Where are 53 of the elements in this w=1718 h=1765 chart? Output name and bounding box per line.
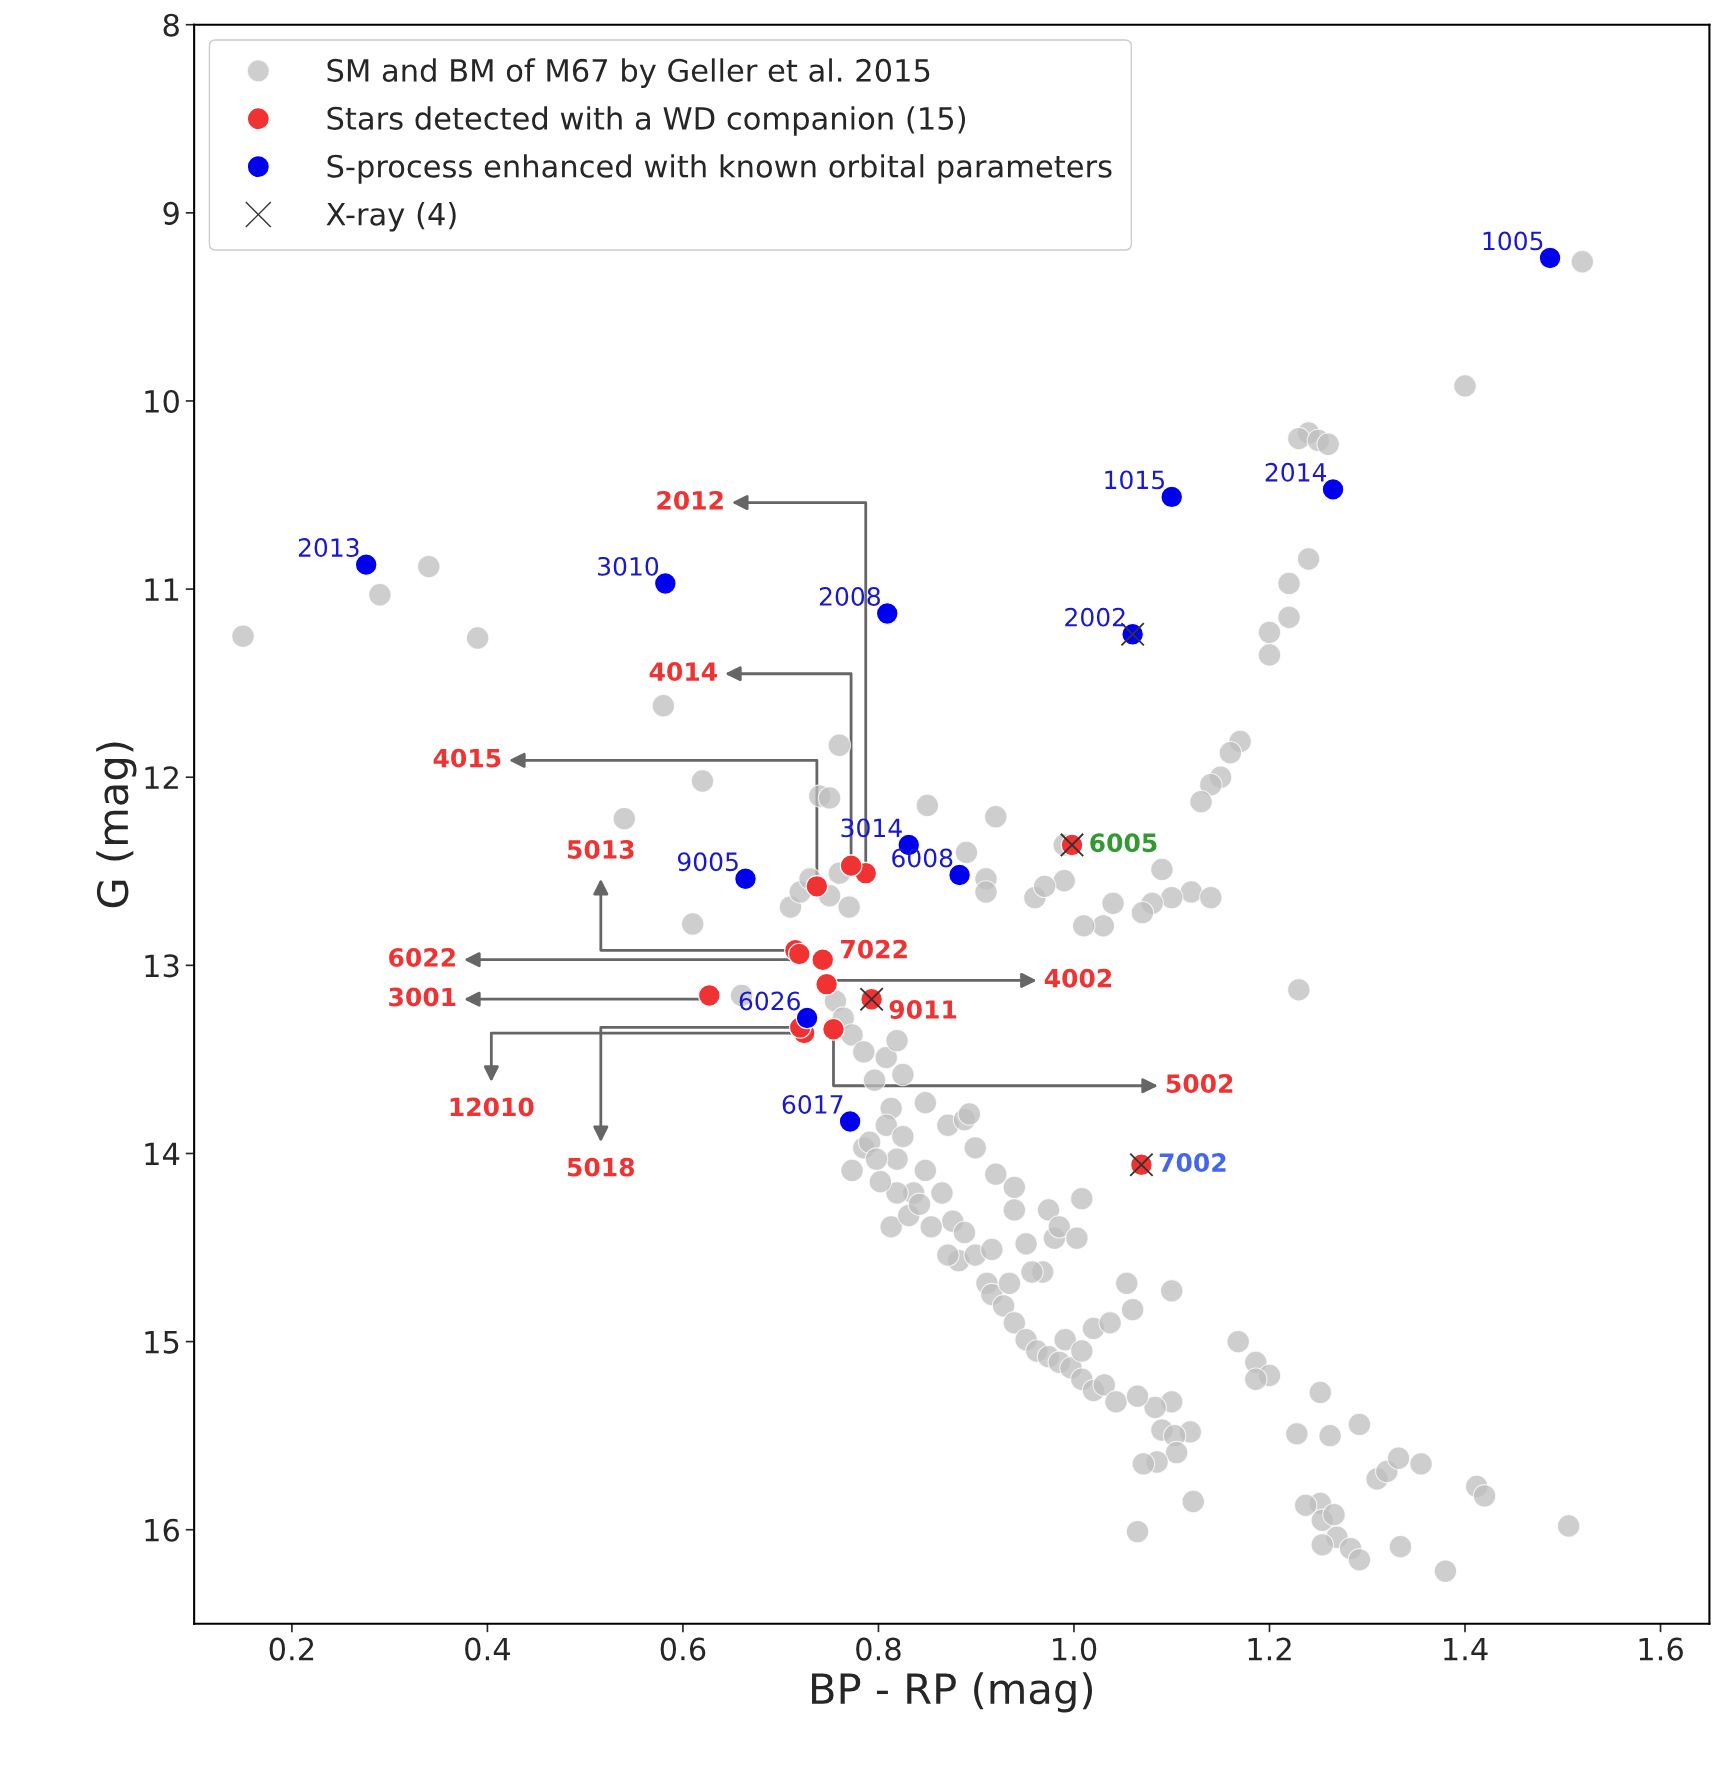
point xyxy=(698,984,721,1007)
annotation: 6026 xyxy=(739,991,800,1011)
y-tick-label: 15 xyxy=(145,1330,179,1354)
x-axis-title: BP - RP (mag) xyxy=(812,1672,1093,1713)
annotation: 5013 xyxy=(567,840,634,859)
x-tick-label: 1.2 xyxy=(1248,1637,1291,1661)
annotation: 1005 xyxy=(1483,231,1543,251)
legend-label: SM and BM of M67 by Geller et al. 2015 xyxy=(327,58,930,88)
annotation: 9011 xyxy=(889,1000,957,1019)
point xyxy=(805,875,829,898)
annotation: 5018 xyxy=(567,1157,635,1177)
annotation: 6017 xyxy=(782,1094,843,1114)
annotation: 2012 xyxy=(657,490,723,510)
legend-label: S-process enhanced with known orbital parameters xyxy=(327,154,1112,184)
annotation: 6005 xyxy=(1090,833,1157,853)
point xyxy=(811,948,835,972)
y-axis-title: G (mag) xyxy=(96,742,137,908)
annotation: 2014 xyxy=(1265,462,1327,482)
annotation: 5002 xyxy=(1166,1074,1233,1094)
x-tick-label: 1.6 xyxy=(1639,1637,1683,1661)
y-tick-label: 10 xyxy=(145,389,179,414)
y-tick-label: 14 xyxy=(145,1142,180,1166)
annotation: 1015 xyxy=(1105,470,1164,490)
annotation: 4014 xyxy=(649,662,717,682)
y-tick-label: 12 xyxy=(145,766,178,789)
x-tick-label: 0.4 xyxy=(465,1637,510,1661)
annotation: 4015 xyxy=(433,748,501,768)
annotation: 12010 xyxy=(450,1097,534,1117)
annotation: 9005 xyxy=(677,852,738,872)
annotation: 6022 xyxy=(389,948,455,967)
y-tick-label: 11 xyxy=(145,578,179,601)
x-tick-label: 0.6 xyxy=(660,1637,706,1661)
legend-label: X-ray (4) xyxy=(326,202,456,232)
annotation: 4002 xyxy=(1044,968,1112,988)
annotation: 2002 xyxy=(1065,607,1125,627)
x-tick-label: 0.8 xyxy=(856,1637,901,1661)
legend-label: Stars detected with a WD companion (15) xyxy=(327,106,966,136)
y-tick-label: 13 xyxy=(145,954,179,978)
annotation: 6008 xyxy=(892,848,953,868)
annotation: 7002 xyxy=(1159,1153,1226,1173)
y-tick-label: 16 xyxy=(145,1518,180,1542)
annotation: 3010 xyxy=(598,556,659,576)
annotation: 7022 xyxy=(841,939,907,959)
point xyxy=(822,1018,845,1041)
x-tick-label: 1.4 xyxy=(1444,1637,1488,1661)
x-tick-label: 1.0 xyxy=(1053,1637,1097,1661)
point xyxy=(839,854,863,877)
annotation: 2013 xyxy=(298,538,359,558)
x-tick-label: 0.2 xyxy=(269,1637,314,1661)
point xyxy=(815,972,838,996)
annotation: 3001 xyxy=(389,987,456,1007)
y-tick-label: 9 xyxy=(163,201,179,225)
y-tick-label: 8 xyxy=(163,13,179,37)
